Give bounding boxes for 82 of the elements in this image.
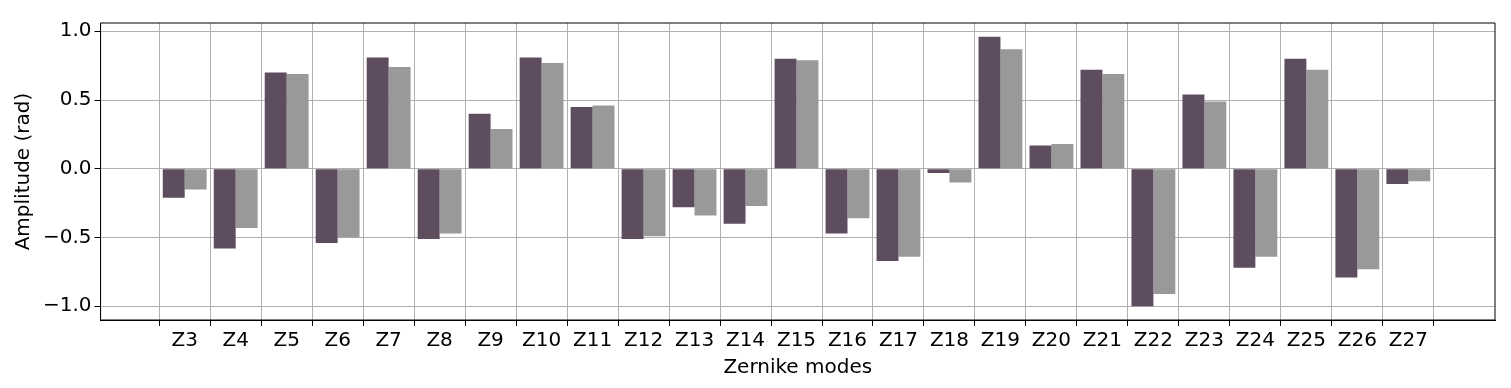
bar [337, 169, 360, 238]
bar [490, 128, 513, 169]
bar [1357, 169, 1380, 270]
bar [468, 113, 491, 169]
x-tick-label: Z5 [273, 327, 300, 352]
bar [1000, 49, 1023, 169]
x-tick-label: Z15 [776, 327, 817, 352]
bar [417, 169, 440, 239]
bar [621, 169, 644, 239]
bar [723, 169, 746, 224]
bar [264, 72, 287, 169]
x-tick-label: Z14 [725, 327, 766, 352]
bar [1306, 69, 1329, 169]
bar [1131, 169, 1154, 307]
bar [876, 169, 899, 261]
x-tick-label: Z6 [324, 327, 351, 352]
bar [978, 36, 1001, 169]
x-tick-label: Z8 [426, 327, 453, 352]
y-tick-label: 1.0 [59, 17, 92, 42]
x-tick-label: Z10 [522, 327, 562, 352]
bar [774, 58, 797, 169]
bar [1204, 101, 1227, 169]
bar [235, 169, 258, 228]
bar [1284, 58, 1307, 169]
bar [1386, 169, 1409, 184]
bar [1153, 169, 1176, 294]
bar [592, 105, 615, 169]
bar [898, 169, 921, 257]
bar [1182, 94, 1205, 169]
bar [286, 73, 309, 169]
bar [213, 169, 236, 249]
bar [672, 169, 695, 208]
bar [366, 57, 389, 169]
bar [796, 60, 819, 169]
bar [825, 169, 848, 234]
x-tick-label: Z13 [674, 327, 715, 352]
bar [1080, 69, 1103, 169]
x-tick-label: Z7 [375, 327, 402, 352]
x-tick-label: Z18 [929, 327, 970, 352]
x-tick-label: Z17 [878, 327, 919, 352]
bar [694, 169, 717, 216]
x-axis-title: Zernike modes [723, 354, 873, 379]
x-tick-label: Z19 [980, 327, 1021, 352]
bar [162, 169, 185, 198]
bar [1233, 169, 1256, 268]
bar [541, 62, 564, 169]
bar [439, 169, 462, 234]
bar [847, 169, 870, 219]
y-tick-label: −1.0 [42, 292, 92, 317]
bar [1051, 144, 1074, 169]
x-tick-label: Z9 [477, 327, 504, 352]
y-axis-title: Amplitude (rad) [10, 92, 35, 251]
bar [949, 169, 972, 183]
bar [643, 169, 666, 237]
x-tick-label: Z21 [1082, 327, 1122, 352]
bar [927, 169, 950, 173]
x-tick-label: Z22 [1133, 327, 1173, 352]
bar [1029, 145, 1052, 169]
bar [184, 169, 207, 190]
bar [1408, 169, 1431, 182]
bar [745, 169, 768, 206]
x-tick-label: Z25 [1286, 327, 1326, 352]
bar [1335, 169, 1358, 278]
y-tick-label: −0.5 [42, 223, 92, 248]
x-tick-label: Z23 [1184, 327, 1224, 352]
bar [519, 57, 542, 169]
bar [1102, 73, 1125, 169]
x-tick-label: Z26 [1337, 327, 1377, 352]
y-tick-label: 0.0 [59, 154, 92, 179]
x-tick-label: Z11 [572, 327, 613, 352]
x-tick-label: Z27 [1388, 327, 1428, 352]
x-tick-label: Z16 [827, 327, 868, 352]
x-tick-label: Z4 [222, 327, 249, 352]
x-tick-label: Z3 [171, 327, 198, 352]
bar [388, 67, 411, 169]
x-tick-label: Z12 [623, 327, 664, 352]
x-tick-label: Z24 [1235, 327, 1275, 352]
y-tick-label: 0.5 [59, 86, 92, 111]
bar [570, 106, 593, 169]
bar [315, 169, 338, 243]
x-tick-label: Z20 [1031, 327, 1072, 352]
bar [1255, 169, 1278, 257]
